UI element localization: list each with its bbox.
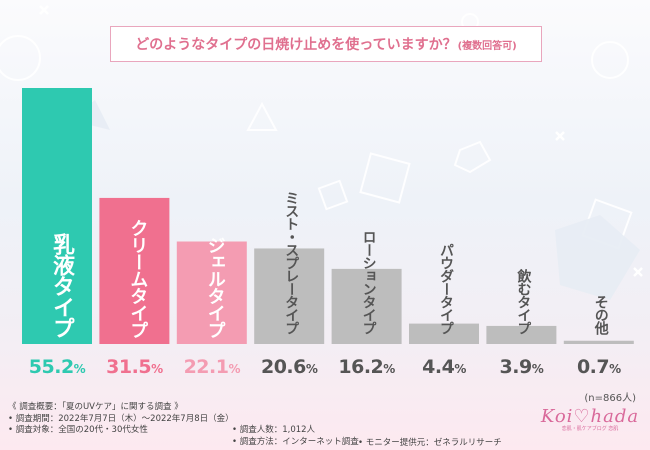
value-number-1: 55.2	[28, 356, 74, 378]
value-label-7: 3.9%	[483, 356, 559, 378]
value-unit-4: %	[305, 362, 318, 376]
brand-logo-text: Koi♡hada	[540, 406, 640, 427]
bar-1	[22, 88, 92, 344]
category-label-1: 乳液タイプ	[49, 233, 74, 338]
value-unit-2: %	[151, 362, 163, 376]
bar-7	[486, 325, 557, 344]
sample-size-note: (n=866人)	[584, 393, 636, 404]
bar-4	[254, 248, 325, 344]
value-label-8: 0.7%	[561, 356, 637, 378]
value-number-3: 22.1	[183, 356, 229, 378]
survey-target: • 調査対象：全国の20代・30代女性	[8, 425, 148, 435]
category-label-6: パウダータイプ	[438, 243, 454, 334]
survey-monitor: • モニター提供元：ゼネラルリサーチ	[358, 438, 502, 448]
bar-3	[176, 241, 247, 344]
value-label-1: 55.2%	[19, 356, 95, 378]
value-label-3: 22.1%	[174, 356, 250, 378]
value-label-6: 4.4%	[406, 356, 482, 378]
bar-8	[563, 340, 634, 344]
survey-period: • 調査期間：2022年7月7日（木）～2022年7月8日（金）	[8, 413, 234, 424]
category-label-8: その他	[592, 295, 609, 334]
question-title-main: どのようなタイプの日焼け止めを使っていますか？	[135, 37, 457, 53]
question-title-sub: (複数回答可)	[457, 40, 517, 52]
value-label-4: 20.6%	[251, 356, 327, 378]
bar-5	[331, 268, 402, 344]
value-number-5: 16.2	[338, 356, 384, 378]
value-number-6: 4.4	[422, 356, 455, 378]
value-number-7: 3.9	[499, 356, 533, 378]
category-label-5: ローションタイプ	[360, 230, 377, 334]
value-unit-5: %	[383, 362, 395, 376]
value-number-2: 31.5	[106, 356, 152, 378]
question-title: どのようなタイプの日焼け止めを使っていますか？ (複数回答可)	[110, 26, 542, 62]
survey-overview: 《 調査概要：「夏のUVケア」に関する調査 》 • 調査期間：2022年7月7日…	[8, 402, 234, 437]
value-unit-1: %	[73, 362, 86, 376]
category-label-2: クリームタイプ	[127, 219, 149, 338]
value-label-2: 31.5%	[96, 356, 172, 378]
value-unit-7: %	[531, 362, 544, 376]
brand-logo: Koi♡hada 恋肌・肌ケアブログ 恋肌	[540, 406, 640, 442]
bar-2	[99, 197, 170, 344]
category-label-4: ミスト・スプレータイプ	[283, 191, 300, 334]
survey-heading: 《 調査概要：「夏のUVケア」に関する調査 》	[8, 402, 183, 412]
category-label-3: ジェルタイプ	[204, 236, 226, 338]
value-unit-6: %	[454, 362, 466, 376]
survey-method: • 調査方法：インターネット調査	[232, 436, 359, 447]
survey-overview-col2: • 調査人数：1,012人 • 調査方法：インターネット調査	[232, 425, 359, 448]
value-label-5: 16.2%	[329, 356, 405, 378]
value-number-4: 20.6	[260, 356, 306, 378]
bar-6	[409, 323, 479, 344]
brand-logo-subtext: 恋肌・肌ケアブログ 恋肌	[561, 426, 619, 432]
value-unit-3: %	[228, 362, 240, 376]
category-label-7: 飲むタイプ	[515, 269, 532, 334]
value-unit-8: %	[609, 362, 621, 376]
survey-count: • 調査人数：1,012人	[232, 425, 316, 435]
value-number-8: 0.7	[576, 356, 610, 378]
